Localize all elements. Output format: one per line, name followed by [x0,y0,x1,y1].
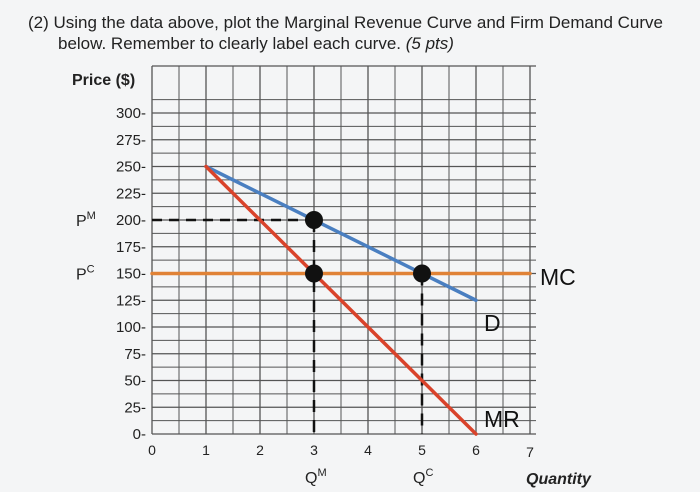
price-mark-label: PM [76,210,96,230]
y-tick-label: 25- [124,399,146,416]
price-mark-letter: P [76,213,87,230]
price-mark-label: PC [76,264,95,284]
quantity-mark-letter: Q [413,470,425,487]
x-tick-label: 0 [148,442,156,458]
x-tick-label: 1 [202,442,210,458]
y-tick-label: 175- [116,239,146,256]
question-points: (5 pts) [405,34,454,53]
question-text: (2) Using the data above, plot the Margi… [28,12,678,54]
y-tick-label: 75- [124,346,146,363]
y-tick-label: 300- [116,105,146,122]
x-tick-label: 4 [364,442,372,458]
chart-curves [150,164,532,436]
curve-d [204,164,478,302]
quantity-mark-letter: Q [305,470,317,487]
y-tick-label: 125- [116,292,146,309]
y-tick-label: 50- [124,373,146,390]
y-tick-label: 250- [116,159,146,176]
x-axis-ticks: 0 1 2 3 4 5 6 7 [148,442,534,460]
question-line-1: (2) Using the data above, plot the Margi… [28,13,663,32]
curve-labels: D MR MC [484,264,576,432]
y-tick-label: 275- [116,132,146,149]
x-axis-label: Quantity [526,471,592,488]
x-tick-label: 5 [418,442,426,458]
curve-label-mr: MR [484,406,520,432]
price-mark-sup: M [87,210,96,222]
equilibrium-point [305,264,323,283]
curve-label-mc: MC [540,264,576,290]
y-tick-label: 200- [116,212,146,229]
x-tick-label: 3 [310,442,318,458]
quantity-mark-sup: C [425,467,433,479]
question-line-2: below. Remember to clearly label each cu… [58,34,401,53]
equilibrium-point [413,264,431,283]
quantity-mark-label: QC [413,467,433,487]
x-tick-label: 6 [472,442,480,458]
quantity-mark-label: QM [305,467,327,487]
curve-label-d: D [484,310,501,336]
guide-lines [152,218,424,434]
y-axis-ticks: 300- 275- 250- 225- 200- 175- 150- 125- 100- 75- 5… [116,105,146,443]
chart-grid [151,65,536,435]
x-tick-label: 7 [526,444,534,460]
price-mark-letter: P [76,267,87,284]
quantity-mark-sup: M [317,467,326,479]
y-tick-label: 225- [116,185,146,202]
equilibrium-point [305,211,323,229]
curve-mr [204,164,478,436]
price-mark-sup: C [87,264,95,276]
y-tick-label: 0- [133,426,146,443]
y-tick-label: 150- [116,266,146,283]
y-axis-label: Price ($) [72,72,135,89]
y-tick-label: 100- [116,319,146,336]
x-tick-label: 2 [256,442,264,458]
equilibrium-points [305,211,431,283]
